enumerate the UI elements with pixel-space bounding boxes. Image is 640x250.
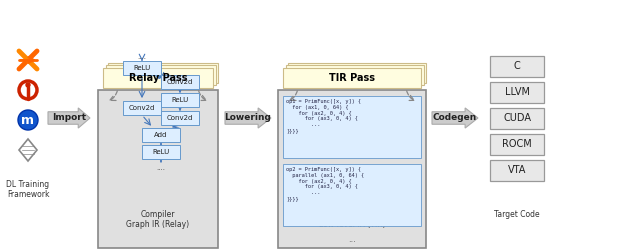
Text: Conv2d: Conv2d [167, 115, 193, 121]
Text: m: m [22, 114, 35, 126]
Polygon shape [48, 108, 90, 128]
Bar [98, 90, 218, 248]
Text: ROCM: ROCM [502, 139, 532, 149]
Bar [490, 108, 544, 128]
Bar [103, 68, 213, 88]
Text: VTA: VTA [508, 165, 526, 175]
Polygon shape [432, 108, 478, 128]
Text: Import: Import [52, 114, 86, 122]
Bar [278, 90, 426, 248]
Bar [108, 63, 218, 83]
Text: op1 = PrimFunc([x, y]) {
  for (ax1, 0, 64) {
    for (ax2, 0, 4) {
      for (a: op1 = PrimFunc([x, y]) { for (ax1, 0, 64… [286, 99, 361, 133]
Text: Target Code: Target Code [494, 210, 540, 219]
Bar [123, 101, 161, 115]
Text: LLVM: LLVM [504, 87, 529, 97]
Text: Add: Add [154, 132, 168, 138]
Bar [142, 128, 180, 142]
Bar [161, 111, 199, 125]
Bar [490, 160, 544, 180]
Text: op2 = PrimFunc([x, y]) {
  parallel (ax1, 0, 64) {
    for (ax2, 0, 4) {
      f: op2 = PrimFunc([x, y]) { parallel (ax1, … [286, 167, 364, 201]
Text: Lowering: Lowering [225, 114, 271, 122]
Bar [286, 65, 424, 85]
Text: ....: .... [138, 54, 147, 60]
Bar [283, 68, 421, 88]
Text: ReLU: ReLU [152, 149, 170, 155]
Bar [490, 134, 544, 154]
Text: Relay Pass: Relay Pass [129, 73, 188, 83]
Text: ReLU: ReLU [172, 97, 189, 103]
Text: Conv2d: Conv2d [167, 79, 193, 85]
Text: ReLU: ReLU [133, 65, 150, 71]
Bar [283, 96, 421, 158]
Text: ....: .... [157, 165, 166, 171]
Text: Codegen: Codegen [433, 114, 477, 122]
Text: C: C [514, 61, 520, 71]
Text: Compiler
Graph IR (Relay): Compiler Graph IR (Relay) [127, 210, 189, 230]
Text: DL Training
Framework: DL Training Framework [6, 180, 49, 200]
Bar [288, 63, 426, 83]
Bar [106, 65, 216, 85]
Bar [161, 75, 199, 89]
Text: ...: ... [348, 236, 356, 244]
Bar [161, 93, 199, 107]
Text: CUDA: CUDA [503, 113, 531, 123]
Bar [490, 56, 544, 76]
Text: TIR Pass: TIR Pass [329, 73, 375, 83]
Bar [123, 61, 161, 75]
Polygon shape [225, 108, 271, 128]
Text: Conv2d: Conv2d [129, 105, 155, 111]
Bar [142, 145, 180, 159]
Text: Compiler
Low-level IR (TIR): Compiler Low-level IR (TIR) [319, 210, 385, 230]
Bar [490, 82, 544, 102]
Circle shape [18, 110, 38, 130]
Bar [283, 164, 421, 226]
Circle shape [26, 83, 30, 87]
